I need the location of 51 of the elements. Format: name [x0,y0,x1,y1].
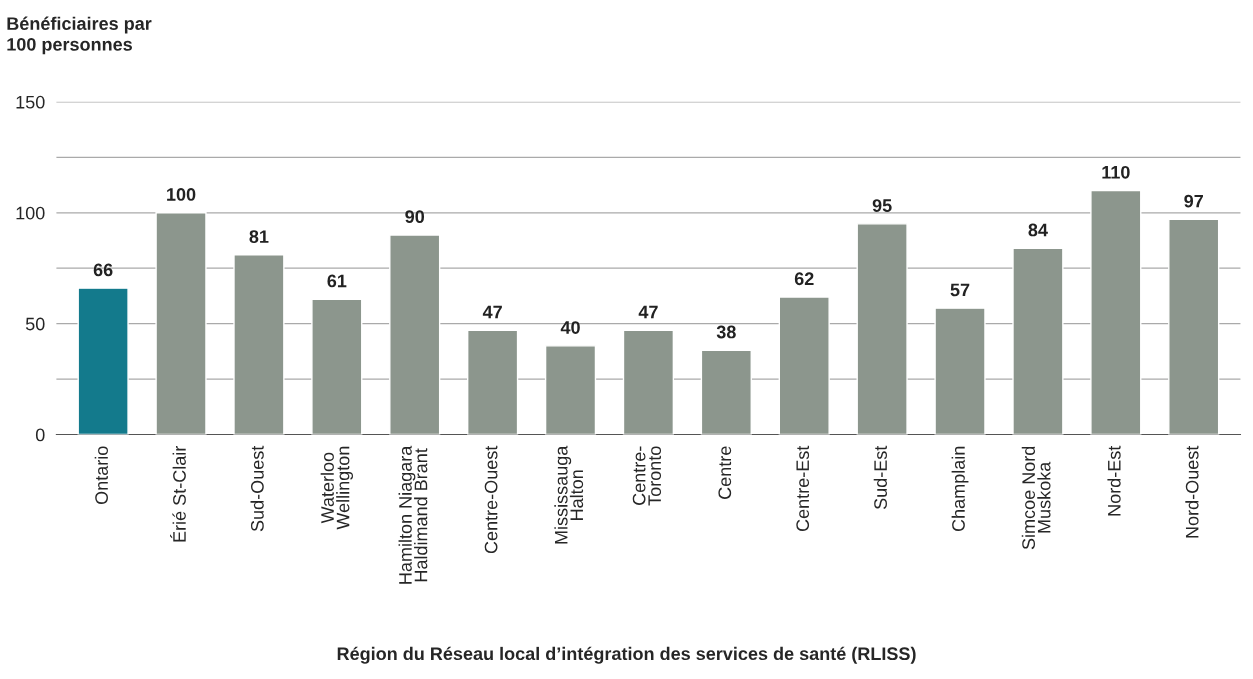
data-label: 47 [482,305,502,319]
x-tick-label: Centre-Ouest [484,445,498,554]
bar [389,234,441,435]
bar [155,212,207,435]
data-label: 40 [560,321,580,334]
data-label: 97 [1184,194,1203,208]
bar [1090,189,1142,435]
bar [233,254,285,435]
data-label: 57 [950,283,970,297]
x-tick-label: Champlain [951,446,969,532]
x-axis-title: Région du Réseau local d’intégration des services de santé (RLISS) [337,646,916,664]
data-label: 90 [405,210,425,224]
data-label: 100 [167,188,196,201]
bar [467,329,519,435]
data-label: 81 [249,230,269,243]
x-tick-label: Ontario [94,446,108,505]
bar [622,329,675,435]
bar [1168,218,1220,435]
y-axis-title: Bénéficiaires par 100 personnes [7,16,152,55]
bar [1012,247,1064,435]
data-label: 61 [327,274,347,288]
y-tick-label: 0 [35,428,45,442]
bar [77,287,129,435]
y-tick-label: 150 [16,95,45,109]
bar [700,349,752,435]
x-tick-label: Mississauga Halton [554,445,584,544]
x-tick-label: Waterloo Wellington [320,446,353,530]
bar [856,223,908,435]
data-label: 38 [716,325,736,339]
x-tick-label: Sud-Est [873,445,887,510]
x-tick-label: Centre- Toronto [632,446,662,506]
bar [311,298,363,435]
x-tick-label: Nord-Ouest [1185,445,1199,538]
y-tick-label: 100 [16,206,45,220]
x-tick-label: Hamilton Niagara Haldimand Brant [398,445,428,584]
data-label: 110 [1102,165,1130,179]
x-tick-label: Nord-Est [1107,445,1121,516]
data-label: 62 [794,272,814,286]
data-label: 66 [93,263,113,277]
x-tick-label: Sud-Ouest [250,445,264,532]
data-label: 84 [1028,223,1048,237]
data-label: 47 [638,305,658,319]
data-label: 95 [872,199,892,212]
y-tick-label: 50 [25,317,45,331]
x-tick-label: Centre [718,446,732,499]
bar [544,345,597,435]
bar [778,296,830,435]
x-tick-label: Simcoe Nord Muskoka [1021,446,1051,550]
x-tick-label: Érié St-Clair [170,445,186,542]
x-tick-label: Centre-Est [796,445,810,532]
bar [934,307,986,435]
